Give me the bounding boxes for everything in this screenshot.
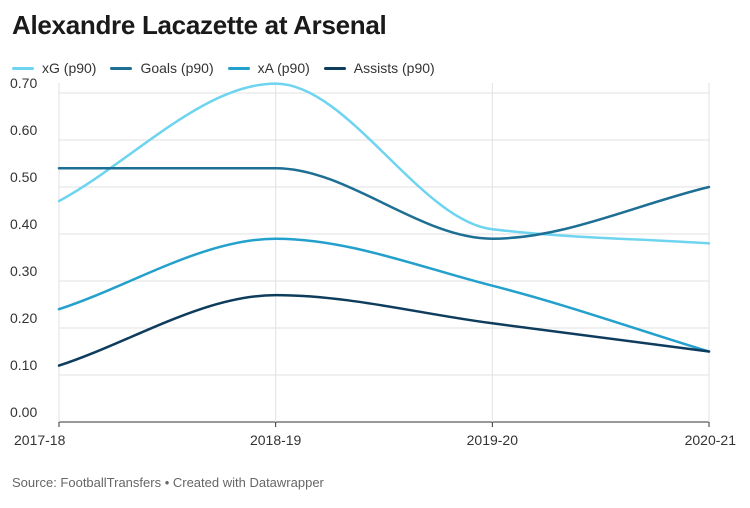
series-line-assists	[57, 293, 711, 367]
source-note: Source: FootballTransfers • Created with…	[12, 475, 324, 490]
legend-item-xg: xG (p90)	[12, 60, 96, 76]
series-line-xa	[57, 237, 711, 353]
legend-item-xa: xA (p90)	[227, 60, 310, 76]
y-tick-label-0.20: 0.20	[10, 310, 37, 326]
series-line-xg	[57, 82, 711, 245]
legend-item-assists: Assists (p90)	[323, 60, 435, 76]
y-tick-label-0.40: 0.40	[10, 216, 37, 232]
y-tick-label-0.00: 0.00	[10, 404, 37, 420]
y-tick-label-0.30: 0.30	[10, 263, 37, 279]
legend-label-xa: xA (p90)	[257, 60, 310, 76]
x-tick-label-2019-20: 2019-20	[467, 432, 519, 448]
series-line-goals	[57, 166, 711, 240]
x-tick-label-2020-21: 2020-21	[685, 432, 737, 448]
legend-label-goals: Goals (p90)	[140, 60, 214, 76]
x-tick-label-2017-18: 2017-18	[14, 432, 66, 448]
legend-swatch-xg	[12, 66, 34, 70]
x-tick-label-2018-19: 2018-19	[250, 432, 302, 448]
legend: xG (p90) Goals (p90) xA (p90) Assists (p…	[12, 60, 449, 76]
y-tick-label-0.10: 0.10	[10, 357, 37, 373]
chart-title: Alexandre Lacazette at Arsenal	[12, 10, 387, 40]
legend-label-xg: xG (p90)	[42, 60, 97, 76]
legend-item-goals: Goals (p90)	[110, 60, 214, 76]
legend-swatch-assists	[323, 66, 346, 70]
y-tick-label-0.70: 0.70	[10, 75, 37, 91]
legend-label-assists: Assists (p90)	[353, 60, 435, 76]
y-tick-label-0.60: 0.60	[10, 122, 37, 138]
legend-swatch-xa	[227, 66, 250, 70]
y-tick-label-0.50: 0.50	[10, 169, 37, 185]
legend-swatch-goals	[110, 66, 133, 70]
